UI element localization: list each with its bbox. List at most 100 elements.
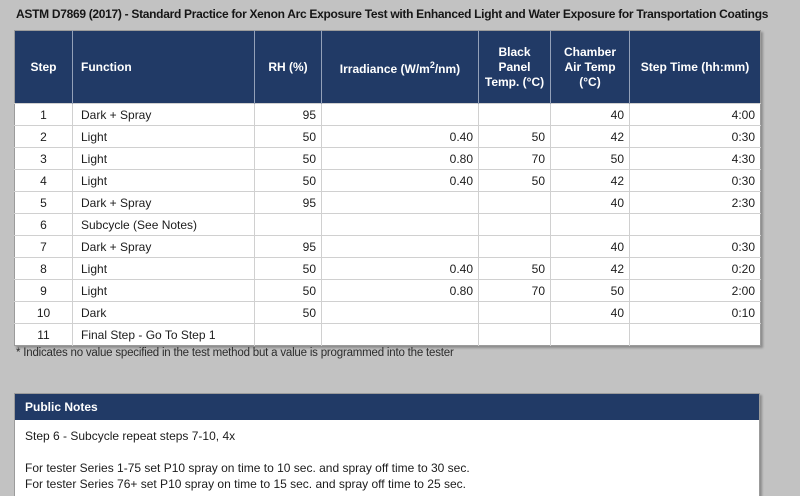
table-cell: 0.80 <box>321 147 479 170</box>
table-cell: 4 <box>14 169 73 192</box>
table-cell: Light <box>72 279 255 302</box>
irradiance-label-post: /nm) <box>434 61 461 76</box>
table-cell: 0:10 <box>629 301 761 324</box>
table-cell: 42 <box>550 257 630 280</box>
table-cell: 50 <box>254 301 322 324</box>
page-title: ASTM D7869 (2017) - Standard Practice fo… <box>16 7 769 21</box>
table-cell <box>321 103 479 126</box>
test-method-table: Step Function RH (%) Irradiance (W/m2/nm… <box>14 30 761 346</box>
note-line-blank <box>25 444 749 460</box>
table-cell: 0:30 <box>629 169 761 192</box>
table-cell <box>254 213 322 236</box>
table-header-row: Step Function RH (%) Irradiance (W/m2/nm… <box>14 30 761 104</box>
table-cell <box>321 323 479 346</box>
table-cell: 40 <box>550 235 630 258</box>
note-line-series-1-75: For tester Series 1-75 set P10 spray on … <box>25 461 470 475</box>
table-cell: 95 <box>254 191 322 214</box>
table-cell: 95 <box>254 103 322 126</box>
col-header-step: Step <box>14 30 73 104</box>
table-cell: 2:30 <box>629 191 761 214</box>
table-cell: 3 <box>14 147 73 170</box>
table-cell: 7 <box>14 235 73 258</box>
table-cell <box>321 213 479 236</box>
irradiance-label-pre: Irradiance (W/m <box>339 61 430 76</box>
table-cell: 10 <box>14 301 73 324</box>
table-body: 1 Dark + Spray 95 40 4:00 2 Light 50 0.40 50 42 0:3… <box>14 103 761 346</box>
table-row: 8 Light 50 0.40 50 42 0:20 <box>14 257 761 280</box>
table-cell: 50 <box>478 125 551 148</box>
table-cell: 42 <box>550 169 630 192</box>
table-cell <box>478 213 551 236</box>
table-cell <box>478 191 551 214</box>
col-header-step-time: Step Time (hh:mm) <box>629 30 761 104</box>
table-cell: 50 <box>478 169 551 192</box>
note-line-subcycle: Step 6 - Subcycle repeat steps 7-10, 4x <box>25 429 236 443</box>
table-cell: 50 <box>550 147 630 170</box>
table-cell <box>550 323 630 346</box>
col-header-function: Function <box>72 30 255 104</box>
table-cell: 0:20 <box>629 257 761 280</box>
col-header-rh: RH (%) <box>254 30 322 104</box>
table-cell: 95 <box>254 235 322 258</box>
table-cell <box>629 213 761 236</box>
table-row: 5 Dark + Spray 95 40 2:30 <box>14 191 761 214</box>
table-cell <box>321 235 479 258</box>
table-cell: 8 <box>14 257 73 280</box>
table-cell <box>478 235 551 258</box>
table-row: 2 Light 50 0.40 50 42 0:30 <box>14 125 761 148</box>
table-cell: Subcycle (See Notes) <box>72 213 255 236</box>
table-cell: 0.80 <box>321 279 479 302</box>
table-cell: 70 <box>478 279 551 302</box>
table-cell: Light <box>72 147 255 170</box>
table-cell: 0:30 <box>629 125 761 148</box>
table-cell: 40 <box>550 191 630 214</box>
table-cell: 4:30 <box>629 147 761 170</box>
table-cell: 50 <box>254 279 322 302</box>
table-row: 11 Final Step - Go To Step 1 <box>14 323 761 346</box>
table-row: 6 Subcycle (See Notes) <box>14 213 761 236</box>
table-cell: 50 <box>254 169 322 192</box>
table-cell: 0.40 <box>321 169 479 192</box>
table-cell <box>321 301 479 324</box>
table-cell: 42 <box>550 125 630 148</box>
table-cell: 2:00 <box>629 279 761 302</box>
table-cell <box>254 323 322 346</box>
table-row: 10 Dark 50 40 0:10 <box>14 301 761 324</box>
table-row: 3 Light 50 0.80 70 50 4:30 <box>14 147 761 170</box>
table-cell: 50 <box>254 147 322 170</box>
table-cell: 40 <box>550 301 630 324</box>
table-cell: 50 <box>254 257 322 280</box>
table-cell: 70 <box>478 147 551 170</box>
table-row: 7 Dark + Spray 95 40 0:30 <box>14 235 761 258</box>
table-cell: Light <box>72 257 255 280</box>
table-cell: Light <box>72 169 255 192</box>
table-cell <box>321 191 479 214</box>
col-header-black-panel-temp: Black Panel Temp. (°C) <box>478 30 551 104</box>
table-cell <box>478 103 551 126</box>
table-cell: Light <box>72 125 255 148</box>
table-row: 9 Light 50 0.80 70 50 2:00 <box>14 279 761 302</box>
col-header-chamber-air-temp: Chamber Air Temp (°C) <box>550 30 630 104</box>
table-cell: 9 <box>14 279 73 302</box>
table-cell: 6 <box>14 213 73 236</box>
table-cell: Dark + Spray <box>72 191 255 214</box>
table-footnote: * Indicates no value specified in the te… <box>16 347 454 359</box>
table-cell: 1 <box>14 103 73 126</box>
table-cell: 50 <box>478 257 551 280</box>
public-notes-body: Step 6 - Subcycle repeat steps 7-10, 4x … <box>15 420 759 496</box>
table-cell: 50 <box>254 125 322 148</box>
table-row: 1 Dark + Spray 95 40 4:00 <box>14 103 761 126</box>
table-cell: 50 <box>550 279 630 302</box>
table-cell: Dark + Spray <box>72 235 255 258</box>
table-cell: 40 <box>550 103 630 126</box>
table-cell: 4:00 <box>629 103 761 126</box>
note-line-series-76plus: For tester Series 76+ set P10 spray on t… <box>25 477 466 491</box>
table-cell: Dark + Spray <box>72 103 255 126</box>
table-cell: 2 <box>14 125 73 148</box>
table-cell: 0.40 <box>321 125 479 148</box>
col-header-irradiance: Irradiance (W/m2/nm) <box>321 30 479 104</box>
table-cell: 11 <box>14 323 73 346</box>
table-cell: Final Step - Go To Step 1 <box>72 323 255 346</box>
irradiance-label-superscript: 2 <box>429 59 435 70</box>
table-row: 4 Light 50 0.40 50 42 0:30 <box>14 169 761 192</box>
